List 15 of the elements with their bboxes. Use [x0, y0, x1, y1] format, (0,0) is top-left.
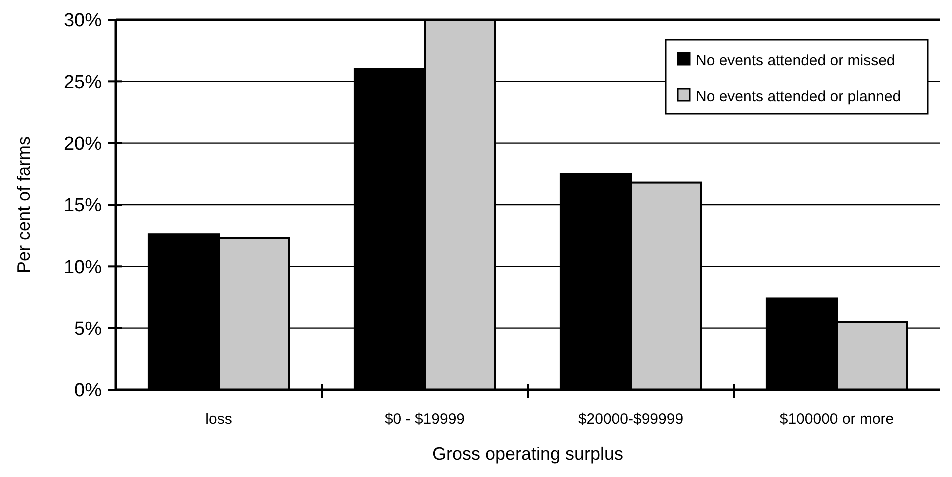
x-tick-label: $0 - $19999 [384, 411, 466, 428]
y-tick-label: 5% [74, 318, 102, 340]
y-tick-label: 15% [64, 196, 102, 217]
x-tick-label: $100000 or more [780, 411, 894, 428]
y-tick-label: 25% [64, 72, 102, 94]
y-tick-label: 10% [64, 257, 102, 278]
y-tick-label: 20% [64, 134, 102, 155]
y-tick-label: 0% [74, 380, 102, 402]
x-tick-label: loss [206, 411, 232, 428]
y-axis-title: Per cent of farms [14, 136, 34, 274]
y-tick-label: 30% [64, 10, 102, 32]
legend-label: No events attended or planned [696, 88, 902, 106]
legend-label: No events attended or missed [696, 52, 896, 70]
x-axis-title: Gross operating surplus [432, 444, 624, 464]
x-tick-label: $20000-$99999 [578, 411, 684, 428]
